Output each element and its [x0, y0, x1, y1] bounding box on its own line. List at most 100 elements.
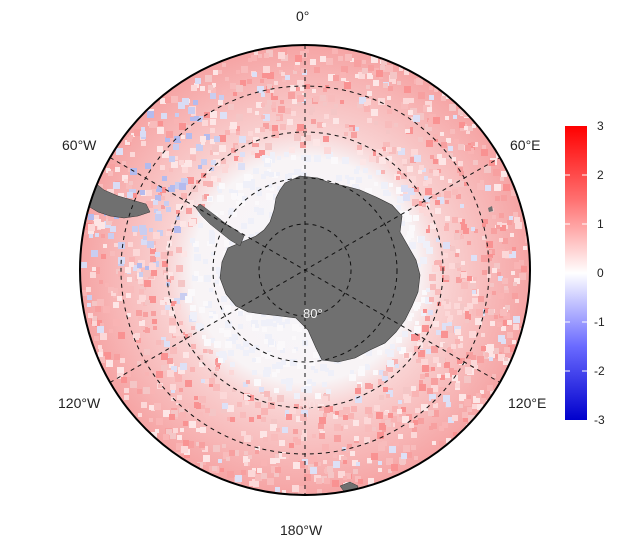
anomaly-cell	[141, 141, 146, 146]
anomaly-cell	[293, 429, 298, 434]
anomaly-cell	[465, 145, 471, 151]
anomaly-cell	[493, 169, 500, 176]
anomaly-cell	[413, 302, 420, 309]
anomaly-cell	[238, 163, 245, 170]
anomaly-cell	[485, 185, 491, 191]
anomaly-cell	[228, 350, 234, 356]
anomaly-cell	[463, 228, 469, 234]
anomaly-cell	[368, 175, 372, 179]
anomaly-cell	[301, 155, 306, 160]
anomaly-cell	[365, 383, 371, 389]
anomaly-cell	[394, 123, 398, 127]
anomaly-cell	[423, 105, 430, 112]
anomaly-cell	[341, 449, 346, 454]
anomaly-cell	[342, 157, 349, 164]
anomaly-cell	[473, 277, 477, 281]
anomaly-cell	[282, 78, 286, 82]
anomaly-cell	[319, 433, 325, 439]
anomaly-cell	[384, 411, 388, 415]
anomaly-cell	[173, 144, 179, 150]
anomaly-cell	[368, 478, 374, 484]
anomaly-cell	[460, 204, 464, 208]
anomaly-cell	[171, 96, 178, 103]
anomaly-cell	[233, 92, 237, 96]
anomaly-cell	[397, 347, 401, 351]
anomaly-cell	[331, 109, 337, 115]
anomaly-cell	[209, 378, 215, 384]
anomaly-cell	[445, 373, 450, 378]
anomaly-cell	[220, 392, 227, 399]
anomaly-cell	[255, 128, 260, 133]
anomaly-cell	[426, 140, 433, 147]
anomaly-cell	[225, 164, 229, 168]
anomaly-cell	[261, 115, 265, 119]
anomaly-cell	[459, 171, 464, 176]
anomaly-cell	[397, 81, 401, 85]
anomaly-cell	[411, 432, 417, 438]
anomaly-cell	[263, 66, 270, 73]
anomaly-cell	[275, 458, 280, 463]
anomaly-cell	[270, 458, 276, 464]
anomaly-cell	[230, 417, 235, 422]
anomaly-cell	[93, 267, 100, 274]
anomaly-cell	[324, 147, 331, 154]
anomaly-cell	[201, 379, 205, 383]
anomaly-cell	[332, 48, 338, 54]
anomaly-cell	[351, 406, 357, 412]
anomaly-cell	[314, 67, 320, 73]
anomaly-cell	[296, 416, 302, 422]
anomaly-cell	[157, 146, 163, 152]
anomaly-cell	[374, 121, 378, 125]
anomaly-cell	[515, 299, 519, 303]
anomaly-cell	[359, 355, 363, 359]
anomaly-cell	[95, 306, 101, 312]
anomaly-cell	[376, 149, 383, 156]
anomaly-cell	[187, 177, 194, 184]
anomaly-cell	[196, 442, 200, 446]
anomaly-cell	[231, 193, 237, 199]
anomaly-cell	[338, 471, 345, 478]
anomaly-cell	[169, 310, 175, 316]
anomaly-cell	[515, 222, 522, 229]
anomaly-cell	[469, 331, 476, 338]
anomaly-cell	[398, 148, 405, 155]
anomaly-cell	[317, 122, 323, 128]
anomaly-cell	[273, 90, 279, 96]
anomaly-cell	[452, 415, 458, 421]
anomaly-cell	[264, 53, 269, 58]
anomaly-cell	[386, 394, 390, 398]
anomaly-cell	[343, 415, 348, 420]
anomaly-cell	[190, 238, 195, 243]
anomaly-cell	[387, 147, 392, 152]
anomaly-cell	[276, 369, 280, 373]
anomaly-cell	[326, 389, 331, 394]
anomaly-cell	[513, 316, 520, 323]
anomaly-cell	[338, 56, 343, 61]
anomaly-cell	[241, 223, 247, 229]
anomaly-cell	[249, 347, 255, 353]
anomaly-cell	[485, 353, 489, 357]
anomaly-cell	[113, 288, 118, 293]
anomaly-cell	[211, 88, 216, 93]
anomaly-cell	[260, 127, 265, 132]
anomaly-cell	[425, 297, 432, 304]
anomaly-cell	[110, 226, 116, 232]
anomaly-cell	[229, 337, 236, 344]
anomaly-cell	[355, 127, 359, 131]
anomaly-cell	[226, 457, 230, 461]
anomaly-cell	[134, 129, 141, 136]
anomaly-cell	[275, 487, 280, 492]
anomaly-cell	[101, 234, 105, 238]
anomaly-cell	[213, 315, 218, 320]
anomaly-cell	[320, 364, 327, 371]
anomaly-cell	[261, 103, 265, 107]
anomaly-cell	[257, 86, 264, 93]
anomaly-cell	[203, 455, 210, 462]
anomaly-cell	[164, 201, 169, 206]
anomaly-cell	[165, 137, 170, 142]
anomaly-cell	[424, 176, 428, 180]
anomaly-cell	[194, 116, 199, 121]
lon-label-120e: 120°E	[508, 395, 547, 411]
anomaly-cell	[425, 124, 432, 131]
anomaly-cell	[110, 164, 115, 169]
